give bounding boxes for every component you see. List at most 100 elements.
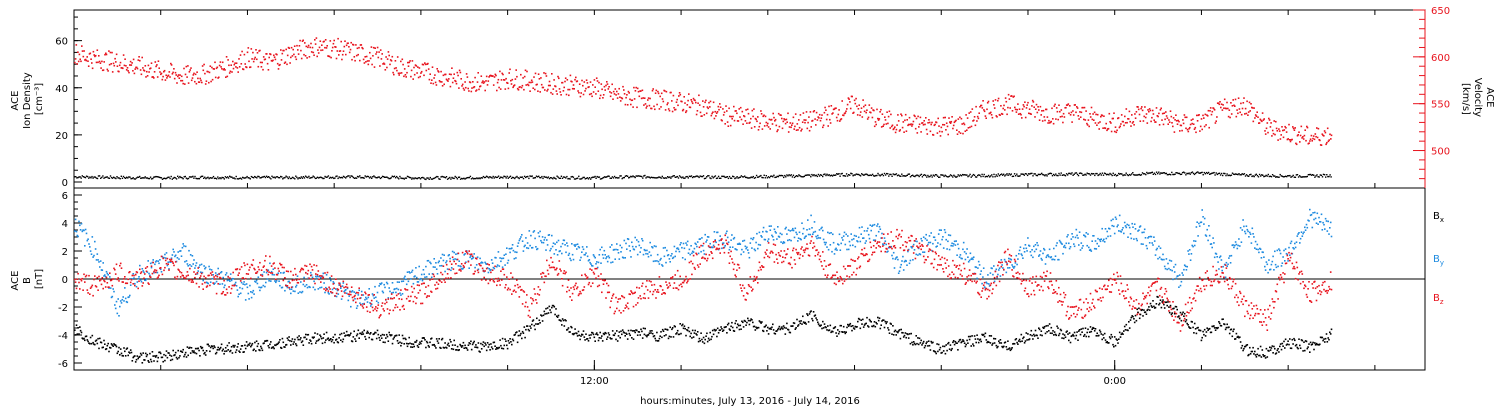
density-point (81, 175, 83, 177)
bz-point (346, 286, 349, 289)
density-point (546, 177, 549, 179)
velocity-point (928, 119, 930, 121)
velocity-point (611, 83, 613, 86)
by-point (993, 280, 996, 283)
density-point (1096, 172, 1098, 175)
density-point (469, 175, 472, 178)
density-point (595, 177, 597, 179)
density-point (1017, 175, 1019, 177)
by-point (521, 240, 524, 242)
density-point (968, 175, 970, 177)
density-point (732, 175, 734, 177)
density-point (961, 173, 964, 176)
density-point (1183, 171, 1185, 173)
density-point (809, 174, 811, 176)
density-point (1268, 175, 1270, 178)
by-point (957, 247, 960, 250)
velocity-point (411, 60, 414, 62)
density-point (931, 176, 933, 178)
by-point (376, 291, 379, 294)
velocity-point (1151, 109, 1154, 112)
by-point (1116, 225, 1118, 228)
bz-point (466, 253, 469, 255)
velocity-point (1233, 104, 1235, 107)
by-point (584, 254, 586, 256)
by-point (99, 266, 101, 268)
bz-point (208, 274, 210, 277)
velocity-point (475, 90, 477, 92)
by-point (1038, 254, 1041, 256)
velocity-point (1271, 129, 1274, 132)
bz-point (435, 281, 438, 284)
density-point (82, 176, 85, 178)
density-point (1177, 172, 1179, 175)
by-point (577, 245, 580, 248)
density-point (948, 175, 951, 177)
bz-point (480, 264, 482, 267)
density-point (265, 175, 268, 177)
by-point (978, 264, 981, 266)
velocity-point (1252, 120, 1255, 123)
by-point (785, 226, 787, 229)
by-point (767, 238, 770, 240)
density-point (95, 177, 98, 179)
by-point (1153, 236, 1155, 238)
velocity-point (572, 84, 575, 86)
by-point (704, 233, 706, 236)
density-point (660, 177, 662, 179)
bz-point (400, 298, 403, 301)
density-point (541, 175, 543, 178)
density-point (1251, 175, 1253, 178)
by-point (744, 245, 747, 248)
velocity-point (1093, 111, 1096, 114)
velocity-point (673, 107, 675, 109)
velocity-point (594, 86, 596, 88)
by-point (1137, 230, 1139, 232)
velocity-point (499, 70, 501, 73)
by-point (1246, 228, 1249, 231)
velocity-point (773, 116, 775, 119)
density-point (494, 176, 496, 178)
velocity-point (252, 51, 254, 54)
by-point (416, 281, 419, 283)
velocity-point (786, 121, 788, 123)
density-point (378, 176, 380, 178)
by-point (625, 242, 627, 245)
by-point (760, 235, 762, 237)
velocity-point (503, 79, 506, 81)
density-point (1043, 174, 1045, 176)
by-point (858, 226, 861, 229)
density-point (1163, 172, 1165, 174)
velocity-point (1292, 126, 1294, 128)
by-point (89, 250, 92, 252)
velocity-point (667, 102, 669, 104)
density-point (404, 177, 406, 179)
velocity-point (962, 122, 965, 125)
by-point (267, 269, 270, 271)
density-point (803, 175, 805, 178)
density-point (1187, 173, 1189, 175)
density-point (1320, 174, 1323, 176)
velocity-point (969, 126, 971, 129)
velocity-point (228, 64, 230, 67)
by-point (948, 248, 951, 251)
density-point (452, 177, 454, 179)
density-point (953, 174, 955, 176)
density-point (942, 174, 944, 176)
by-point (394, 288, 396, 290)
by-point (397, 288, 400, 291)
density-point (893, 173, 895, 176)
velocity-point (887, 115, 890, 118)
velocity-point (314, 39, 316, 41)
by-point (984, 287, 987, 289)
density-point (302, 176, 305, 178)
density-point (534, 177, 537, 179)
velocity-point (1217, 102, 1220, 104)
density-point (1059, 174, 1061, 176)
by-point (1048, 248, 1051, 251)
by-point (1054, 255, 1057, 257)
by-point (110, 296, 113, 299)
density-point (1276, 176, 1278, 178)
density-point (1070, 173, 1072, 175)
by-point (942, 247, 945, 249)
